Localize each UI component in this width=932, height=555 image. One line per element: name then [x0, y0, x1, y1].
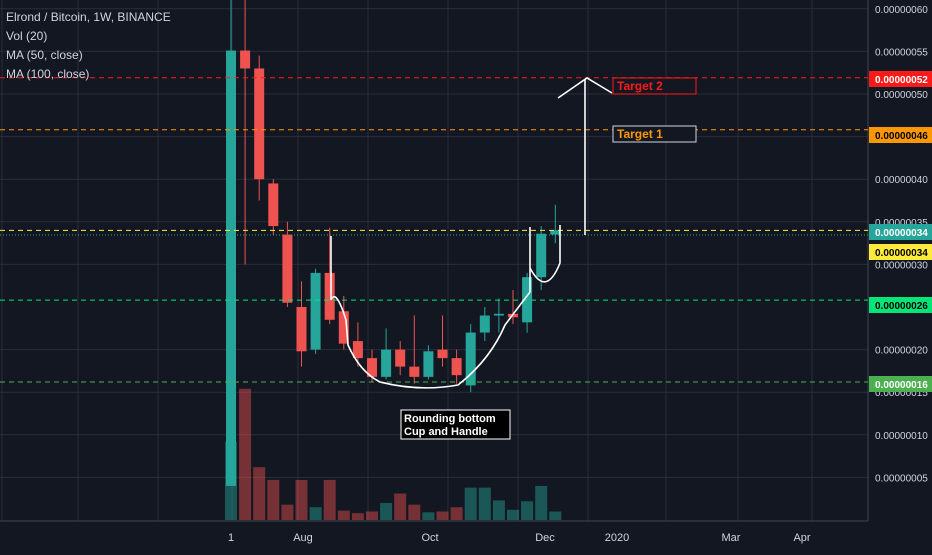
candle-body: [310, 272, 321, 350]
target2-label: Target 2: [617, 79, 663, 93]
symbol-title[interactable]: Elrond / Bitcoin, 1W, BINANCE: [6, 10, 171, 24]
volume-bar: [366, 511, 378, 520]
y-tick-label: 0.00000055: [875, 47, 928, 58]
price-label-bg-target2: [869, 71, 932, 87]
target1-box: [612, 125, 697, 143]
y-tick-label: 0.00000030: [875, 260, 928, 271]
candle-body: [423, 351, 434, 377]
target1-label: Target 1: [617, 127, 663, 141]
price-label-level16: 0.00000016: [875, 380, 928, 391]
volume-bar: [351, 513, 364, 520]
volume-bar: [436, 511, 449, 520]
candle-body: [522, 277, 533, 323]
candle-body: [437, 349, 448, 359]
target-projection-arrow: [557, 77, 613, 235]
y-tick-label: 0.00000015: [875, 388, 928, 399]
volume-bar: [380, 502, 393, 520]
y-tick-label: 0.00000005: [875, 473, 928, 484]
price-label-current: 0.00000034: [875, 228, 928, 239]
y-tick-label: 0.00000020: [875, 346, 928, 357]
candle-body: [352, 341, 363, 359]
volume-bar: [394, 493, 407, 520]
candle-body: [381, 349, 392, 377]
candle-body: [550, 230, 561, 235]
volume-bar: [507, 509, 519, 520]
price-label-bg-green: [869, 297, 932, 313]
x-tick-label: Dec: [535, 532, 555, 544]
candle-body: [296, 307, 307, 352]
candle-body: [536, 233, 547, 278]
volume-bar: [323, 479, 336, 520]
pattern-label-line2: Cup and Handle: [404, 426, 488, 438]
volume-bar: [492, 500, 505, 520]
price-label-bg-target1: [869, 127, 932, 143]
candle-body: [479, 315, 490, 333]
x-tick-label: Aug: [293, 532, 313, 544]
x-tick-label: Apr: [793, 532, 810, 544]
y-tick-label: 0.00000050: [875, 90, 928, 101]
candle-body: [493, 313, 504, 316]
x-tick-label: Oct: [421, 532, 438, 544]
volume-bar: [450, 507, 463, 520]
volume-bar: [253, 467, 266, 520]
candle-body: [254, 68, 265, 180]
candle-body: [367, 358, 377, 377]
price-label-green: 0.00000026: [875, 301, 928, 312]
price-label-bg-yellow: [869, 244, 932, 260]
y-tick-label: 0.00000010: [875, 431, 928, 442]
candle-body: [451, 358, 462, 376]
price-axis-panel: [868, 0, 932, 550]
candle-body: [282, 234, 293, 303]
y-tick-label: 0.00000035: [875, 218, 928, 229]
price-label-yellow: 0.00000034: [875, 248, 928, 259]
candle-body: [338, 311, 349, 344]
pattern-label-line1: Rounding bottom: [404, 413, 496, 425]
volume-bar: [239, 388, 252, 520]
target2-box: [612, 77, 697, 95]
volume-indicator-label[interactable]: Vol (20): [6, 29, 48, 43]
volume-bar: [295, 479, 308, 520]
candle-body: [465, 332, 476, 386]
volume-bar: [337, 510, 350, 520]
candle-body: [409, 366, 420, 377]
price-label-bg-current: [869, 224, 932, 240]
y-tick-label: 0.00000060: [875, 5, 928, 16]
x-tick-label: Mar: [722, 532, 741, 544]
y-tick-label: 0.00000040: [875, 175, 928, 186]
volume-bar: [422, 512, 435, 520]
cup-handle-drawing: [330, 225, 561, 389]
x-tick-label: 2020: [605, 532, 629, 544]
volume-bar: [521, 501, 534, 520]
volume-bar: [267, 479, 280, 520]
volume-bar: [549, 511, 562, 520]
candle-body: [268, 183, 279, 227]
price-label-target1: 0.00000046: [875, 131, 928, 142]
x-tick-label: 1: [228, 532, 234, 544]
ma100-indicator-label[interactable]: MA (100, close): [6, 67, 90, 81]
volume-bar: [281, 504, 294, 520]
volume-bar: [408, 504, 421, 520]
chart-legend: Elrond / Bitcoin, 1W, BINANCE Vol (20) M…: [6, 8, 171, 84]
ma50-indicator-label[interactable]: MA (50, close): [6, 48, 83, 62]
volume-bar: [478, 487, 491, 520]
candle-body: [226, 50, 236, 486]
volume-bar: [464, 487, 477, 520]
candle-body: [324, 272, 335, 320]
price-label-target2: 0.00000052: [875, 75, 928, 86]
volume-bar: [535, 485, 548, 520]
candle-body: [240, 50, 251, 69]
pattern-annotation-box: [400, 409, 511, 440]
candle-body: [395, 349, 406, 367]
price-label-bg-level16: [869, 376, 932, 392]
volume-bar: [309, 507, 322, 520]
